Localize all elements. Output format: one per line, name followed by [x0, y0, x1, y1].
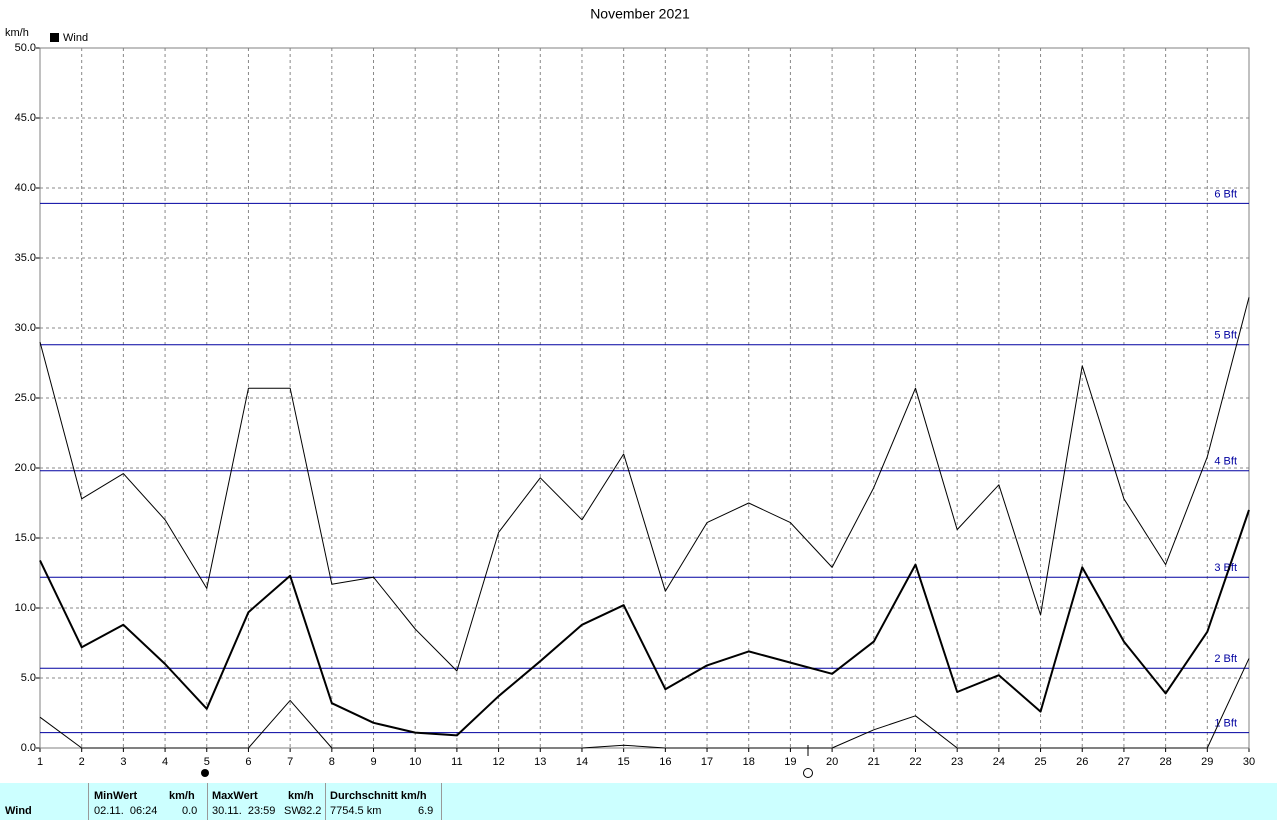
beaufort-label: 5 Bft — [1214, 330, 1237, 342]
beaufort-label: 3 Bft — [1214, 562, 1237, 574]
y-tick-label: 45.0 — [15, 112, 36, 124]
x-tick-label: 22 — [909, 756, 921, 768]
new-moon-icon — [201, 769, 209, 777]
y-tick-label: 50.0 — [15, 42, 36, 54]
legend-swatch — [50, 33, 59, 42]
plot-frame — [39, 47, 1250, 749]
x-tick-label: 14 — [576, 756, 588, 768]
x-tick-label: 16 — [659, 756, 671, 768]
separator — [88, 783, 89, 820]
x-tick-label: 17 — [701, 756, 713, 768]
y-tick-label: 30.0 — [15, 322, 36, 334]
cell: 7754.5 km — [330, 805, 382, 817]
x-tick-label: 12 — [492, 756, 504, 768]
x-tick-label: 6 — [245, 756, 251, 768]
x-tick-label: 19 — [784, 756, 796, 768]
x-tick-label: 3 — [120, 756, 126, 768]
beaufort-label: 6 Bft — [1214, 188, 1237, 200]
x-tick-label: 1 — [37, 756, 43, 768]
series-line — [39, 297, 1250, 672]
plot: 0.0 5.0 10.0 15.0 20.0 25.0 30.0 35.0 40.0 45.0 50… — [15, 42, 1256, 768]
x-tick-label: 5 — [204, 756, 210, 768]
x-tick-label: 7 — [287, 756, 293, 768]
unit: km/h — [288, 790, 314, 802]
y-tick-label: 40.0 — [15, 182, 36, 194]
cell: SW — [284, 805, 302, 817]
x-tick-label: 9 — [370, 756, 376, 768]
x-tick-label: 24 — [993, 756, 1005, 768]
beaufort-label: 2 Bft — [1214, 653, 1237, 665]
cell: 30.11. 23:59 — [212, 805, 276, 817]
x-tick-label: 18 — [743, 756, 755, 768]
separator — [325, 783, 326, 820]
row-label: Wind — [5, 805, 32, 817]
y-axis-label: km/h — [5, 27, 29, 39]
chart-title: November 2021 — [590, 6, 690, 22]
x-tick-label: 30 — [1243, 756, 1255, 768]
x-tick-label: 26 — [1076, 756, 1088, 768]
full-moon-icon — [803, 768, 813, 778]
cell: 32.2 — [300, 805, 322, 817]
cell: 0.0 — [182, 805, 198, 817]
x-tick-label: 25 — [1034, 756, 1046, 768]
legend-label: Wind — [63, 32, 88, 44]
series-line — [39, 658, 1250, 749]
y-tick-label: 35.0 — [15, 252, 36, 264]
separator — [441, 783, 442, 820]
y-tick-label: 5.0 — [21, 672, 36, 684]
y-tick-label: 20.0 — [15, 462, 36, 474]
x-tick-label: 27 — [1118, 756, 1130, 768]
unit: km/h — [169, 790, 195, 802]
header: Durchschnitt km/h — [330, 790, 427, 802]
header: MinWert — [94, 790, 138, 802]
cell: 6.9 — [418, 805, 434, 817]
x-tick-label: 13 — [534, 756, 546, 768]
y-tick-label: 0.0 — [21, 742, 36, 754]
x-tick-label: 2 — [79, 756, 85, 768]
beaufort-label: 1 Bft — [1214, 718, 1237, 730]
x-tick-label: 29 — [1201, 756, 1213, 768]
y-tick-label: 10.0 — [15, 602, 36, 614]
separator — [207, 783, 208, 820]
cell: 02.11. 06:24 — [94, 805, 158, 817]
x-tick-label: 15 — [618, 756, 630, 768]
x-tick-label: 8 — [329, 756, 335, 768]
x-tick-label: 10 — [409, 756, 421, 768]
x-tick-label: 20 — [826, 756, 838, 768]
y-tick-label: 25.0 — [15, 392, 36, 404]
beaufort-label: 4 Bft — [1214, 456, 1237, 468]
y-tick-label: 15.0 — [15, 532, 36, 544]
x-tick-label: 4 — [162, 756, 168, 768]
x-tick-label: 11 — [451, 756, 462, 768]
x-tick-label: 23 — [951, 756, 963, 768]
header: MaxWert — [212, 790, 258, 802]
chart: November 2021 km/h Wind 0.0 5.0 10.0 15.0 20… — [5, 6, 1256, 778]
series-line — [39, 509, 1250, 737]
x-tick-label: 21 — [868, 756, 880, 768]
x-tick-label: 28 — [1159, 756, 1171, 768]
stats-table: Wind MinWert km/h 02.11. 06:24 0.0 MaxWe… — [0, 783, 1277, 820]
